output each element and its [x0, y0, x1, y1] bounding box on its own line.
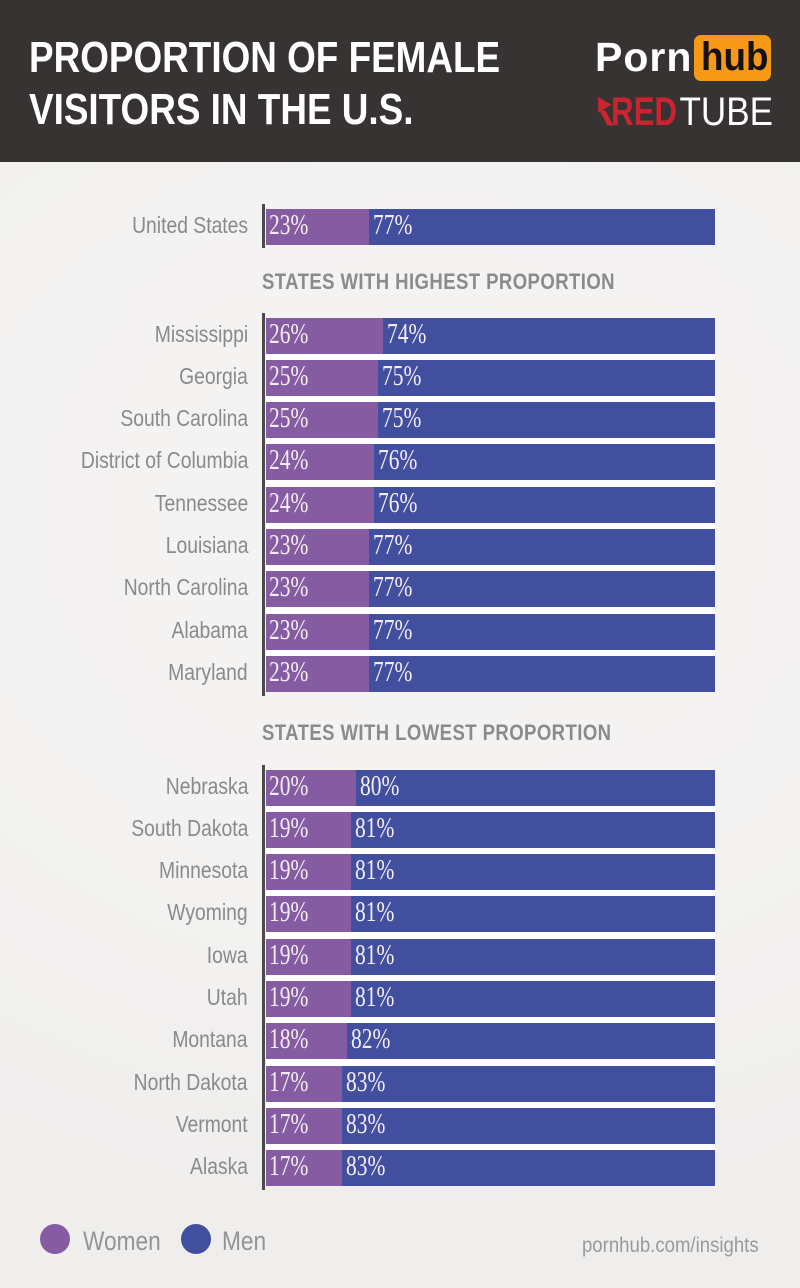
svg-text:RED: RED: [611, 93, 677, 128]
svg-text:TUBE: TUBE: [680, 93, 774, 128]
